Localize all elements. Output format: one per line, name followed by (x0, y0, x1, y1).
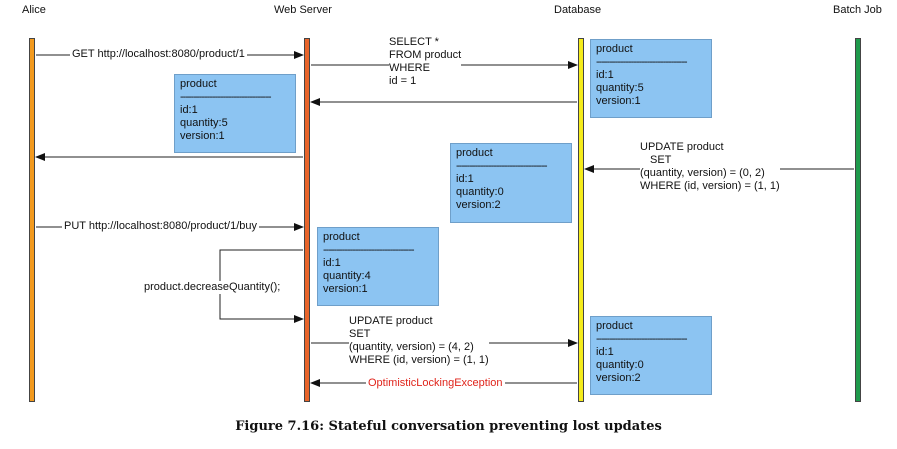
batch-update-line-3: (quantity, version) = (0, 2) (640, 167, 765, 179)
server-update-label: UPDATE product SET (quantity, version) =… (349, 315, 489, 367)
note-id: id:1 (596, 69, 614, 81)
select-line-3: WHERE (389, 62, 430, 74)
batch-update-line-2: SET (650, 154, 672, 166)
actor-alice-label: Alice (22, 4, 46, 16)
note-db-after-batch: product --------------------------------… (450, 143, 572, 223)
note-title: product (180, 78, 217, 90)
note-title: product (323, 231, 360, 243)
note-id: id:1 (596, 346, 614, 358)
server-update-line-4: WHERE (id, version) = (1, 1) (349, 354, 489, 366)
exception-label: OptimisticLockingException (366, 377, 505, 390)
note-divider: ---------------------------------- (596, 333, 688, 345)
note-title: product (596, 43, 633, 55)
note-version: version:1 (323, 283, 368, 295)
select-line-2: FROM product (389, 49, 462, 61)
actor-database-label: Database (554, 4, 602, 16)
note-divider: ---------------------------------- (323, 244, 415, 256)
note-id: id:1 (456, 173, 474, 185)
note-divider: ---------------------------------- (180, 91, 272, 103)
note-version: version:1 (180, 130, 225, 142)
note-divider: ---------------------------------- (456, 160, 548, 172)
note-quantity: quantity:0 (596, 359, 644, 371)
database-lifeline (578, 38, 584, 402)
alice-lifeline (29, 38, 35, 402)
note-quantity: quantity:4 (323, 270, 371, 282)
actor-batch-job-label: Batch Job (833, 4, 882, 16)
note-quantity: quantity:0 (456, 186, 504, 198)
note-quantity: quantity:5 (180, 117, 228, 129)
actor-web-server-label: Web Server (274, 4, 332, 16)
note-server-modified: product --------------------------------… (317, 227, 439, 306)
figure-caption: Figure 7.16: Stateful conversation preve… (235, 419, 662, 434)
note-db-final: product --------------------------------… (590, 316, 712, 395)
note-title: product (596, 320, 633, 332)
put-request-label: PUT http://localhost:8080/product/1/buy (62, 220, 260, 233)
server-update-line-1: UPDATE product (349, 315, 433, 327)
decrease-quantity-label: product.decreaseQuantity(); (142, 281, 283, 294)
select-line-1: SELECT * (389, 36, 439, 48)
batch-job-lifeline (855, 38, 861, 402)
note-version: version:2 (596, 372, 641, 384)
server-update-line-3: (quantity, version) = (4, 2) (349, 341, 474, 353)
note-quantity: quantity:5 (596, 82, 644, 94)
web-server-lifeline (304, 38, 310, 402)
note-title: product (456, 147, 493, 159)
batch-update-line-1: UPDATE product (640, 141, 724, 153)
select-line-4: id = 1 (389, 75, 417, 87)
note-server-loaded: product --------------------------------… (174, 74, 296, 153)
batch-update-line-4: WHERE (id, version) = (1, 1) (640, 180, 780, 192)
server-update-line-2: SET (349, 328, 371, 340)
note-version: version:1 (596, 95, 641, 107)
note-id: id:1 (180, 104, 198, 116)
note-divider: ---------------------------------- (596, 56, 688, 68)
note-id: id:1 (323, 257, 341, 269)
select-query-label: SELECT * FROM product WHERE id = 1 (389, 36, 462, 88)
note-version: version:2 (456, 199, 501, 211)
get-request-label: GET http://localhost:8080/product/1 (70, 48, 247, 61)
note-db-initial: product --------------------------------… (590, 39, 712, 118)
batch-update-label: UPDATE product SET (quantity, version) =… (640, 141, 780, 193)
